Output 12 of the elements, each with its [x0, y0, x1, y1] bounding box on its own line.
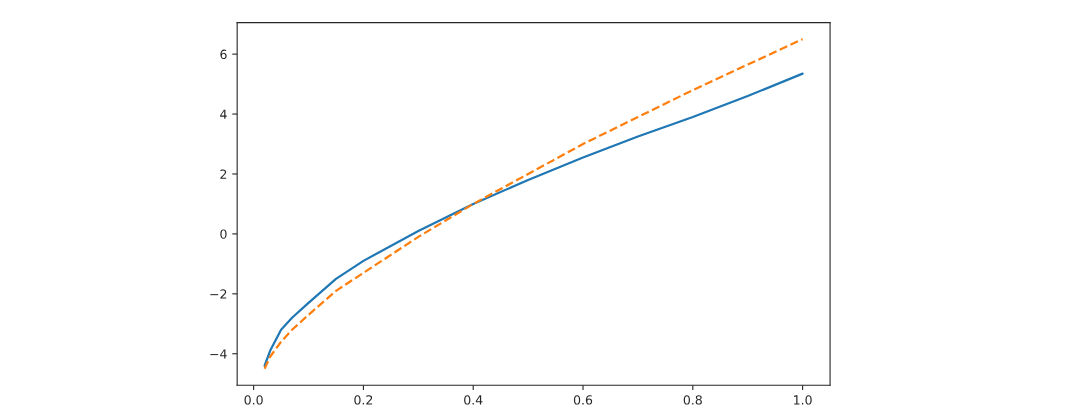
y-tick-label: 2 [220, 169, 227, 179]
x-tick-label: 0.0 [244, 395, 263, 405]
x-tick-label: 1.0 [794, 395, 812, 405]
x-tick-label: 0.8 [683, 395, 702, 405]
x-tick-label: 0.4 [464, 395, 483, 405]
y-tick-label: 4 [220, 109, 227, 119]
x-tick-label: 0.6 [573, 395, 593, 405]
y-tick-label: 0 [220, 229, 227, 239]
y-tick-label: 6 [220, 49, 227, 60]
y-tick-label: −2 [210, 289, 227, 299]
x-tick-label: 0.2 [354, 395, 373, 405]
y-tick-label: −4 [210, 349, 227, 359]
